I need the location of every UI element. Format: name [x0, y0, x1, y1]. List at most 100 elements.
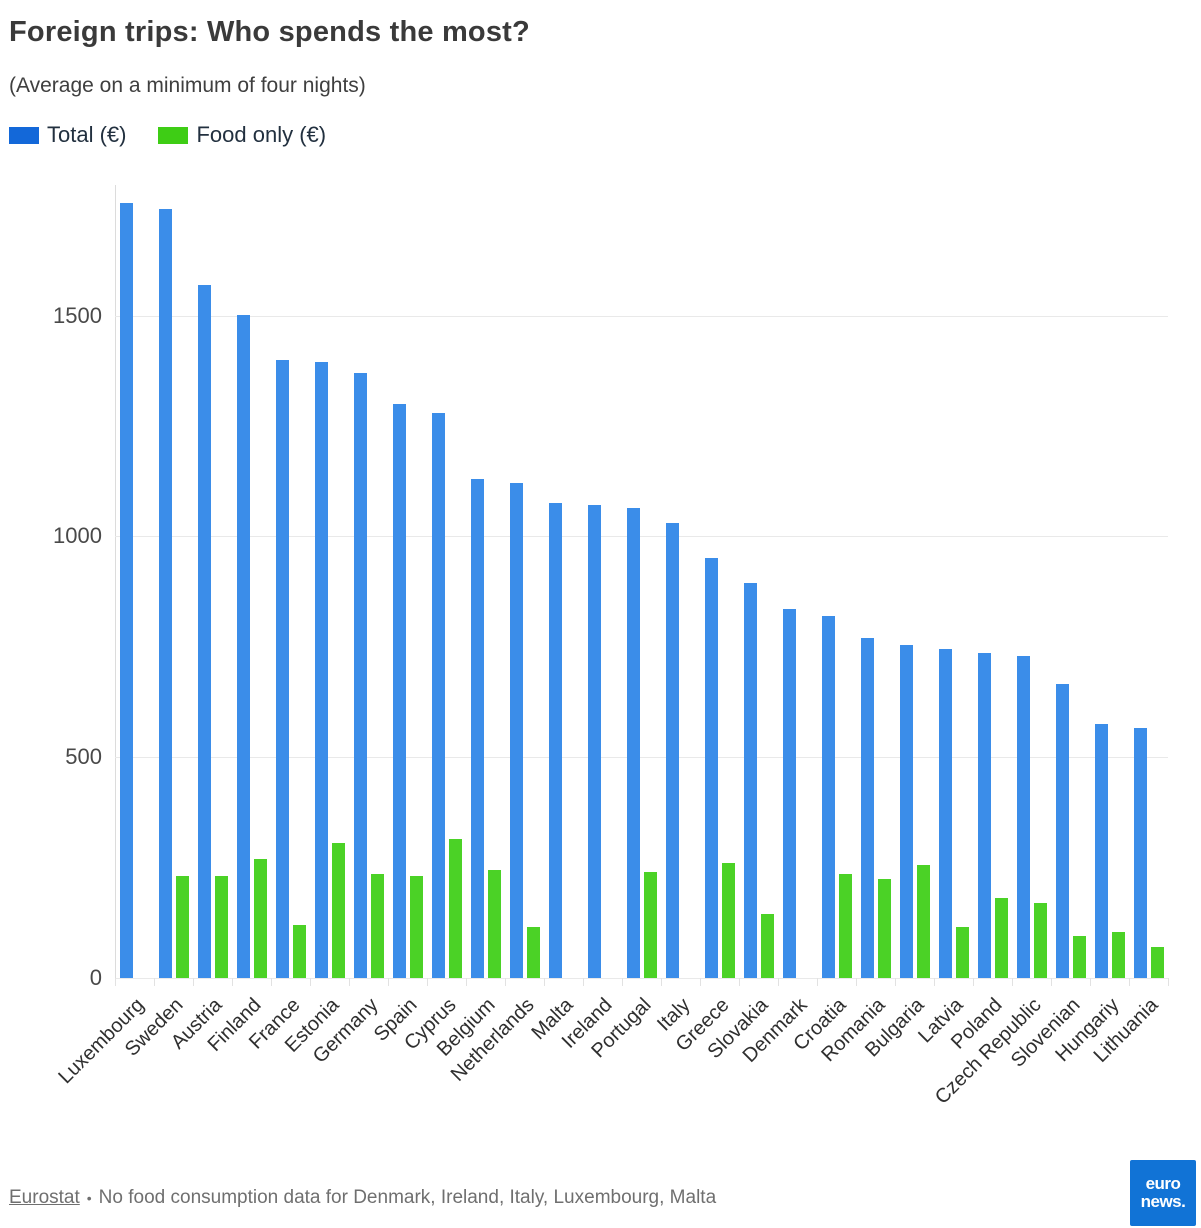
x-axis-tick	[661, 978, 662, 986]
bar-total-portugal	[627, 508, 640, 978]
bar-food-latvia	[956, 927, 969, 978]
bar-food-greece	[722, 863, 735, 978]
bar-food-czech-republic	[1034, 903, 1047, 978]
x-axis-tick	[505, 978, 506, 986]
gridline-1000	[115, 536, 1168, 537]
bar-food-cyprus	[449, 839, 462, 978]
bar-total-france	[276, 360, 289, 978]
footer-separator: •	[86, 1190, 92, 1206]
bar-total-romania	[861, 638, 874, 978]
x-axis-tick	[583, 978, 584, 986]
x-axis-tick	[388, 978, 389, 986]
bar-total-germany	[354, 373, 367, 978]
bar-total-denmark	[783, 609, 796, 978]
x-axis-tick	[154, 978, 155, 986]
gridline-1500	[115, 316, 1168, 317]
y-tick-label-1500: 1500	[53, 303, 102, 328]
x-axis-tick	[817, 978, 818, 986]
x-axis-tick	[1168, 978, 1169, 986]
x-axis-tick	[115, 978, 116, 986]
logo-line2: news.	[1140, 1192, 1186, 1211]
bar-food-lithuania	[1151, 947, 1164, 978]
x-axis-tick	[232, 978, 233, 986]
bar-total-italy	[666, 523, 679, 978]
bar-total-cyprus	[432, 413, 445, 978]
gridline-500	[115, 757, 1168, 758]
bar-total-poland	[978, 653, 991, 978]
chart-legend: Total (€) Food only (€)	[9, 122, 326, 148]
legend-item-total: Total (€)	[9, 122, 126, 148]
euronews-logo: euro news.	[1130, 1160, 1196, 1226]
bar-total-ireland	[588, 505, 601, 978]
x-axis-tick	[973, 978, 974, 986]
bar-total-malta	[549, 503, 562, 978]
x-axis-tick	[895, 978, 896, 986]
bar-total-greece	[705, 558, 718, 978]
bar-food-austria	[215, 876, 228, 978]
bar-total-czech-republic	[1017, 656, 1030, 978]
chart-subtitle: (Average on a minimum of four nights)	[9, 74, 366, 97]
legend-label-total: Total (€)	[47, 122, 127, 147]
bar-total-sweden	[159, 209, 172, 978]
bar-food-hungariy	[1112, 932, 1125, 978]
bar-food-sweden	[176, 876, 189, 978]
y-tick-label-500: 500	[65, 744, 102, 769]
bar-total-netherlands	[510, 483, 523, 978]
x-axis-tick	[193, 978, 194, 986]
x-axis-tick	[271, 978, 272, 986]
bar-total-spain	[393, 404, 406, 978]
x-axis-tick	[700, 978, 701, 986]
x-axis-tick	[1129, 978, 1130, 986]
x-axis-tick	[1012, 978, 1013, 986]
x-axis-tick	[544, 978, 545, 986]
bar-total-finland	[237, 315, 250, 978]
bar-food-bulgaria	[917, 865, 930, 978]
y-axis-line	[115, 185, 116, 978]
bar-food-romania	[878, 879, 891, 978]
bar-total-hungariy	[1095, 724, 1108, 978]
x-axis-tick	[739, 978, 740, 986]
source-link[interactable]: Eurostat	[9, 1187, 80, 1208]
x-axis-tick	[934, 978, 935, 986]
bar-food-estonia	[332, 843, 345, 978]
bar-total-belgium	[471, 479, 484, 978]
bar-total-estonia	[315, 362, 328, 978]
bar-food-spain	[410, 876, 423, 978]
logo-line1: euro	[1145, 1173, 1181, 1193]
bar-food-france	[293, 925, 306, 978]
footer-note: Eurostat • No food consumption data for …	[9, 1187, 716, 1209]
bar-food-poland	[995, 898, 1008, 978]
bar-total-slovenian	[1056, 684, 1069, 978]
x-axis-tick	[622, 978, 623, 986]
bar-food-belgium	[488, 870, 501, 978]
page-title: Foreign trips: Who spends the most?	[9, 16, 530, 48]
x-axis-tick	[1051, 978, 1052, 986]
bar-total-croatia	[822, 616, 835, 978]
legend-label-food: Food only (€)	[196, 122, 327, 147]
food-swatch-icon	[158, 126, 189, 144]
x-axis-tick	[427, 978, 428, 986]
bar-total-bulgaria	[900, 645, 913, 978]
x-axis-tick	[778, 978, 779, 986]
bar-total-lithuania	[1134, 728, 1147, 978]
y-tick-label-0: 0	[89, 965, 102, 990]
bar-food-croatia	[839, 874, 852, 978]
footer-text: No food consumption data for Denmark, Ir…	[98, 1187, 717, 1208]
x-axis-tick	[466, 978, 467, 986]
gridline-0	[115, 978, 1168, 979]
x-axis-tick	[856, 978, 857, 986]
x-axis-tick	[1090, 978, 1091, 986]
bar-food-netherlands	[527, 927, 540, 978]
x-axis-tick	[310, 978, 311, 986]
bar-total-slovakia	[744, 583, 757, 978]
bar-food-finland	[254, 859, 267, 978]
bar-total-latvia	[939, 649, 952, 978]
bar-total-luxembourg	[120, 203, 133, 978]
bar-total-austria	[198, 285, 211, 978]
total-swatch-icon	[9, 126, 39, 144]
bar-food-portugal	[644, 872, 657, 978]
x-axis-tick	[349, 978, 350, 986]
bar-food-germany	[371, 874, 384, 978]
legend-item-food: Food only (€)	[158, 122, 326, 148]
